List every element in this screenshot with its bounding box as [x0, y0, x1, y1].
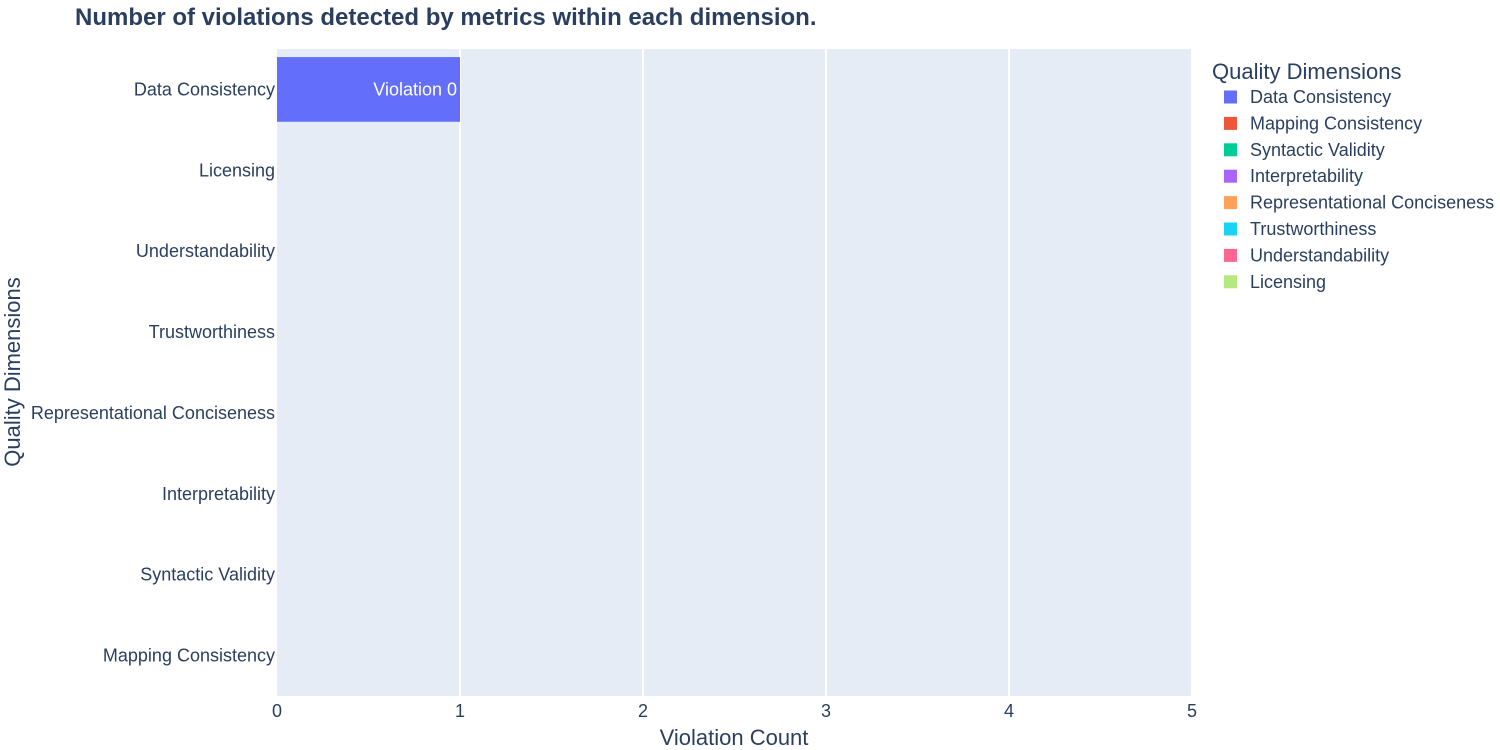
legend-swatch-6 — [1224, 248, 1237, 262]
y-axis-ticks: Data Consistency Licensing Understandabili… — [31, 79, 275, 665]
x-tick-label-2: 2 — [638, 701, 648, 721]
chart-title: Number of violations detected by metrics… — [75, 4, 816, 31]
x-tick-label-4: 4 — [1004, 701, 1014, 721]
plot-area — [277, 49, 1192, 696]
legend-label-3: Interpretability — [1250, 166, 1363, 186]
x-axis-ticks: 0 1 2 3 4 5 — [272, 701, 1197, 721]
y-tick-label-3: Trustworthiness — [149, 322, 275, 342]
legend-swatch-4 — [1224, 196, 1237, 210]
legend-label-5: Trustworthiness — [1250, 219, 1376, 239]
y-tick-label-4: Representational Conciseness — [31, 403, 275, 423]
legend-swatch-5 — [1224, 222, 1237, 236]
legend-label-1: Mapping Consistency — [1250, 113, 1422, 133]
legend-label-0: Data Consistency — [1250, 87, 1391, 107]
y-tick-label-5: Interpretability — [162, 484, 275, 504]
bars: Violation 0 — [277, 57, 460, 122]
x-tick-label-0: 0 — [272, 701, 282, 721]
legend-swatch-2 — [1224, 143, 1237, 157]
x-tick-label-3: 3 — [821, 701, 831, 721]
x-tick-label-5: 5 — [1187, 701, 1197, 721]
legend-items: Data Consistency Mapping Consistency Synta… — [1224, 87, 1494, 292]
bar-label-0: Violation 0 — [373, 79, 457, 99]
y-tick-label-2: Understandability — [136, 241, 275, 261]
legend-swatch-3 — [1224, 169, 1237, 183]
legend-label-2: Syntactic Validity — [1250, 140, 1385, 160]
y-tick-label-6: Syntactic Validity — [140, 565, 275, 585]
legend-swatch-0 — [1224, 90, 1237, 104]
legend-label-4: Representational Conciseness — [1250, 193, 1494, 213]
legend-label-6: Understandability — [1250, 245, 1389, 265]
y-tick-label-7: Mapping Consistency — [103, 646, 275, 666]
x-axis-title: Violation Count — [660, 725, 809, 750]
x-tick-label-1: 1 — [455, 701, 465, 721]
legend: Quality Dimensions Data Consistency Mappi… — [1212, 59, 1494, 292]
grid-lines — [459, 49, 1193, 696]
legend-title: Quality Dimensions — [1212, 59, 1402, 84]
legend-swatch-1 — [1224, 116, 1237, 130]
y-tick-label-1: Licensing — [199, 160, 275, 180]
legend-swatch-7 — [1224, 275, 1237, 289]
y-tick-label-0: Data Consistency — [134, 79, 275, 99]
y-axis-title: Quality Dimensions — [0, 277, 25, 467]
legend-label-7: Licensing — [1250, 272, 1326, 292]
bar-data-consistency — [277, 57, 460, 122]
